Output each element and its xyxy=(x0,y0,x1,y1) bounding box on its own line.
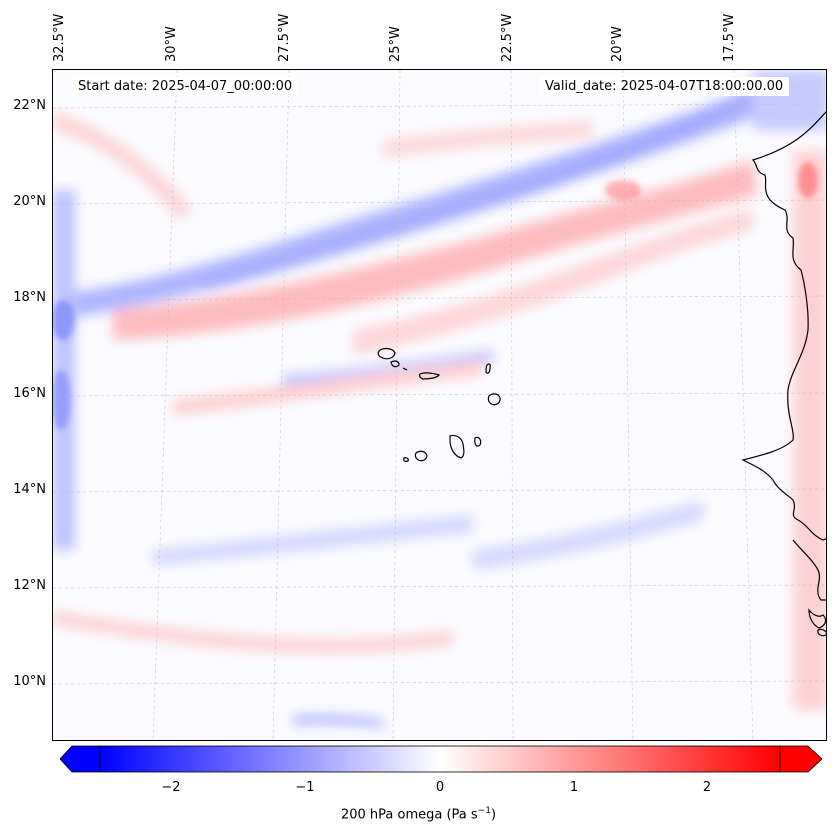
coastlines xyxy=(741,111,826,637)
descent-spot-tip xyxy=(798,162,818,198)
descent-streak-mid xyxy=(173,360,483,415)
gridlines xyxy=(53,70,826,740)
colorbar-tick--2: −2 xyxy=(161,780,181,795)
descent-spot-east xyxy=(605,180,641,200)
gridline-lon-22.5 xyxy=(510,70,514,740)
lon-label-30w: 30°W xyxy=(164,26,179,62)
colorbar-extend-min xyxy=(60,745,101,773)
gridline-lat-14 xyxy=(53,488,826,493)
lon-label-27.5w: 27.5°W xyxy=(277,13,292,62)
lon-label-17.5w: 17.5°W xyxy=(722,13,737,62)
ascent-spot-west xyxy=(53,300,75,340)
colorbar-tick-2: 2 xyxy=(702,780,712,795)
descent-streak-nw xyxy=(53,110,193,220)
west-edge-blue xyxy=(53,190,75,550)
gridline-lon-25 xyxy=(392,70,401,740)
lat-label-22n: 22°N xyxy=(13,98,46,113)
lat-label-16n: 16°N xyxy=(13,386,46,401)
colorbar-tick-1: 1 xyxy=(569,780,579,795)
ascent-band-north-2 xyxy=(203,85,758,292)
africa-coast xyxy=(741,111,826,541)
lon-label-20w: 20°W xyxy=(610,26,625,62)
gridline-lat-10 xyxy=(53,680,826,685)
ascent-streak-mid xyxy=(283,350,493,388)
island-santa-luzia xyxy=(402,367,408,371)
colorbar-label-end: ) xyxy=(490,807,497,823)
colorbar-extend-max xyxy=(779,745,822,773)
colorbar-body xyxy=(99,745,781,773)
colorbar-label: 200 hPa omega (Pa s−1) xyxy=(0,806,837,822)
lat-label-20n: 20°N xyxy=(13,194,46,209)
gridline-lat-12 xyxy=(53,584,826,589)
africa-coast-south xyxy=(792,539,826,601)
lon-label-22.5w: 22.5°W xyxy=(500,13,515,62)
gridline-lat-16 xyxy=(53,392,826,397)
island-boa-vista xyxy=(487,393,501,406)
lat-label-18n: 18°N xyxy=(13,290,46,305)
lon-label-25w: 25°W xyxy=(388,26,403,62)
lat-label-14n: 14°N xyxy=(13,482,46,497)
gridline-lon-17.5 xyxy=(733,70,754,740)
colorbar xyxy=(60,745,822,773)
ascent-streak-south xyxy=(153,515,473,565)
ascent-streak-se xyxy=(473,500,703,570)
descent-band xyxy=(113,160,758,340)
ascent-spot-west-2 xyxy=(53,370,71,430)
ascent-streak-bottom xyxy=(293,715,383,727)
island-sal xyxy=(485,363,491,374)
gridline-lon-20 xyxy=(622,70,634,740)
africa-coast-islands xyxy=(808,608,826,629)
lat-label-12n: 12°N xyxy=(13,578,46,593)
omega-field xyxy=(53,70,826,727)
valid-date-label: Valid_date: 2025-04-07T18:00:00.00 xyxy=(539,77,790,96)
ascent-band-north xyxy=(53,90,773,320)
descent-streak-sw xyxy=(53,610,453,654)
gridline-lon-27.5 xyxy=(272,70,290,740)
lon-label-32.5w: 32.5°W xyxy=(52,13,67,62)
island-brava xyxy=(403,457,409,462)
island-sao-nicolau xyxy=(419,372,440,380)
descent-band-2 xyxy=(353,210,753,355)
island-sao-vicente xyxy=(390,360,400,368)
colorbar-tick-0: 0 xyxy=(435,780,445,795)
colorbar-label-text: 200 hPa omega (Pa s xyxy=(340,807,478,823)
lat-label-10n: 10°N xyxy=(13,674,46,689)
colorbar-label-sup: −1 xyxy=(477,806,491,816)
island-santiago xyxy=(449,434,465,459)
omega-field-map xyxy=(53,70,826,740)
island-fogo xyxy=(414,450,428,462)
map-panel xyxy=(52,69,827,741)
island-santo-antao xyxy=(377,347,396,360)
start-date-label: Start date: 2025-04-07_00:00:00 xyxy=(72,77,299,96)
cape-verde-islands xyxy=(377,347,501,462)
descent-streak-north xyxy=(383,120,593,158)
bijagos-islands xyxy=(817,628,826,637)
island-maio xyxy=(474,436,482,447)
colorbar-tick--1: −1 xyxy=(295,780,315,795)
gridline-lon-30 xyxy=(152,70,178,740)
